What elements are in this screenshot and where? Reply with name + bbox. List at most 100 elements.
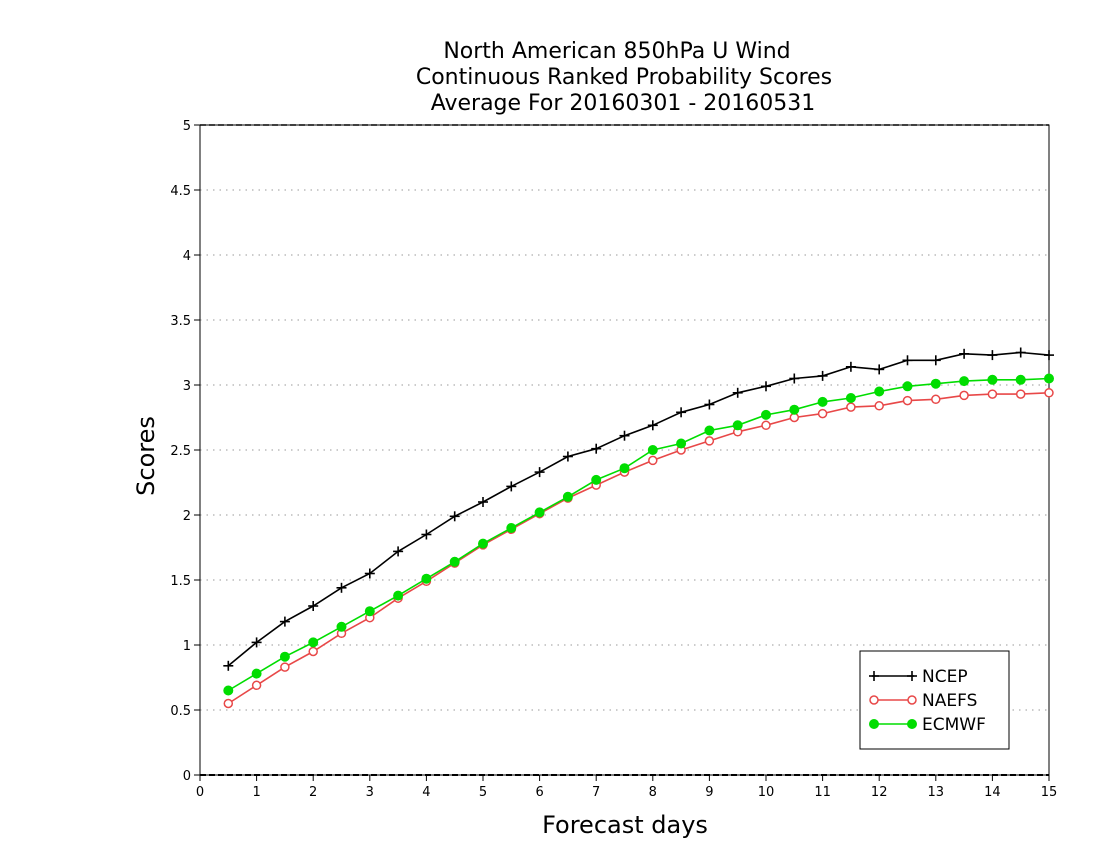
data-point-ecmwf (732, 420, 743, 431)
data-point-ecmwf (987, 374, 998, 385)
data-point-ncep (817, 370, 828, 381)
y-tick-label: 1.5 (170, 574, 191, 589)
y-axis: 0 0.5 1 1.5 2 2.5 3 3.5 4 4.5 5 (170, 119, 200, 784)
x-tick-label: 9 (705, 785, 713, 800)
legend-item-naefs: NAEFS (869, 691, 977, 711)
data-point-ecmwf (534, 507, 545, 518)
x-tick-label: 15 (1041, 785, 1058, 800)
data-point-ncep (676, 407, 687, 418)
y-tick-label: 0.5 (170, 704, 191, 719)
data-point-ncep (761, 381, 771, 392)
x-tick-label: 3 (366, 785, 374, 800)
title-line-2: Continuous Ranked Probability Scores (416, 65, 832, 90)
x-tick-label: 11 (814, 785, 831, 800)
legend-label-ncep: NCEP (922, 667, 968, 687)
legend-label-naefs: NAEFS (922, 691, 977, 711)
data-point-ncep (902, 355, 913, 366)
data-point-ecmwf (279, 651, 290, 662)
series-ecmwf (223, 373, 1054, 696)
data-point-ncep (987, 350, 998, 361)
y-tick-label: 0 (183, 769, 191, 784)
legend-marker-ecmwf (869, 719, 879, 729)
series-line-ecmwf (227, 377, 1050, 692)
data-point-ecmwf (449, 556, 460, 567)
x-tick-label: 5 (479, 785, 487, 800)
data-point-naefs (931, 394, 941, 405)
data-point-ncep (619, 430, 630, 441)
data-point-ncep (534, 467, 545, 478)
data-point-ncep (930, 355, 941, 366)
data-point-naefs (902, 395, 913, 406)
data-point-ecmwf (676, 438, 687, 449)
data-point-ncep (421, 529, 432, 540)
legend-item-ecmwf: ECMWF (869, 715, 986, 735)
data-point-ncep (506, 481, 517, 492)
x-tick-label: 0 (196, 785, 204, 800)
legend-marker-ncep (869, 671, 879, 681)
data-point-naefs (648, 455, 658, 466)
data-point-naefs (280, 662, 290, 672)
chart-title: North American 850hPa U Wind Continuous … (416, 39, 832, 116)
y-axis-label: Scores (132, 416, 160, 496)
data-point-ncep (704, 399, 715, 410)
data-point-ncep (449, 511, 460, 522)
data-point-ecmwf (562, 491, 573, 502)
legend-item-ncep: NCEP (869, 667, 968, 687)
data-point-ncep (1044, 350, 1054, 361)
data-point-ecmwf (959, 376, 970, 387)
y-tick-label: 3.5 (170, 314, 191, 329)
data-point-ncep (478, 497, 488, 507)
data-point-ncep (251, 637, 262, 648)
data-point-ecmwf (647, 445, 658, 455)
data-point-naefs (817, 408, 828, 419)
data-point-ecmwf (223, 685, 234, 696)
data-point-naefs (761, 420, 771, 431)
x-tick-label: 12 (871, 785, 888, 800)
data-point-ecmwf (336, 621, 347, 632)
legend: NCEP NAEFS ECMWF (859, 650, 1010, 750)
data-point-ecmwf (874, 386, 885, 397)
y-tick-label: 4.5 (170, 184, 191, 199)
y-tick-label: 5 (183, 119, 191, 134)
legend-label-ecmwf: ECMWF (922, 715, 986, 735)
legend-marker-ecmwf (907, 719, 917, 729)
data-point-ncep (364, 568, 375, 579)
data-point-ecmwf (1015, 374, 1026, 385)
data-point-ecmwf (789, 404, 800, 415)
legend-marker-naefs (907, 695, 917, 705)
data-point-ncep (647, 420, 658, 431)
data-point-ecmwf (619, 463, 630, 474)
data-point-naefs (846, 402, 856, 412)
data-point-naefs (704, 436, 715, 446)
data-point-ecmwf (817, 396, 828, 407)
y-tick-label: 2.5 (170, 444, 191, 459)
data-point-ecmwf (478, 538, 488, 549)
data-point-ncep (308, 601, 319, 611)
data-point-naefs (251, 680, 262, 691)
x-axis: 0 1 2 3 4 5 6 7 8 9 10 11 12 13 14 15 (196, 775, 1057, 800)
data-point-naefs (308, 646, 318, 657)
data-point-ncep (732, 387, 743, 398)
data-point-naefs (987, 389, 998, 399)
data-point-ncep (845, 361, 856, 372)
x-tick-label: 13 (928, 785, 945, 800)
data-point-ecmwf (704, 425, 715, 436)
data-point-ncep (393, 546, 404, 557)
x-tick-label: 6 (535, 785, 543, 800)
y-tick-label: 3 (183, 379, 191, 394)
series-layer (223, 347, 1054, 709)
data-point-ecmwf (421, 573, 432, 584)
title-line-1: North American 850hPa U Wind (443, 39, 790, 64)
data-point-ecmwf (506, 523, 517, 533)
legend-marker-naefs (869, 695, 879, 705)
data-point-ncep (1015, 347, 1026, 358)
data-point-ncep (789, 373, 800, 384)
data-point-ncep (336, 582, 347, 593)
data-point-ncep (959, 348, 970, 359)
data-point-ncep (223, 660, 234, 671)
data-point-ecmwf (1044, 373, 1054, 384)
x-tick-label: 2 (309, 785, 317, 800)
x-tick-label: 8 (649, 785, 657, 800)
data-point-ecmwf (393, 590, 404, 601)
